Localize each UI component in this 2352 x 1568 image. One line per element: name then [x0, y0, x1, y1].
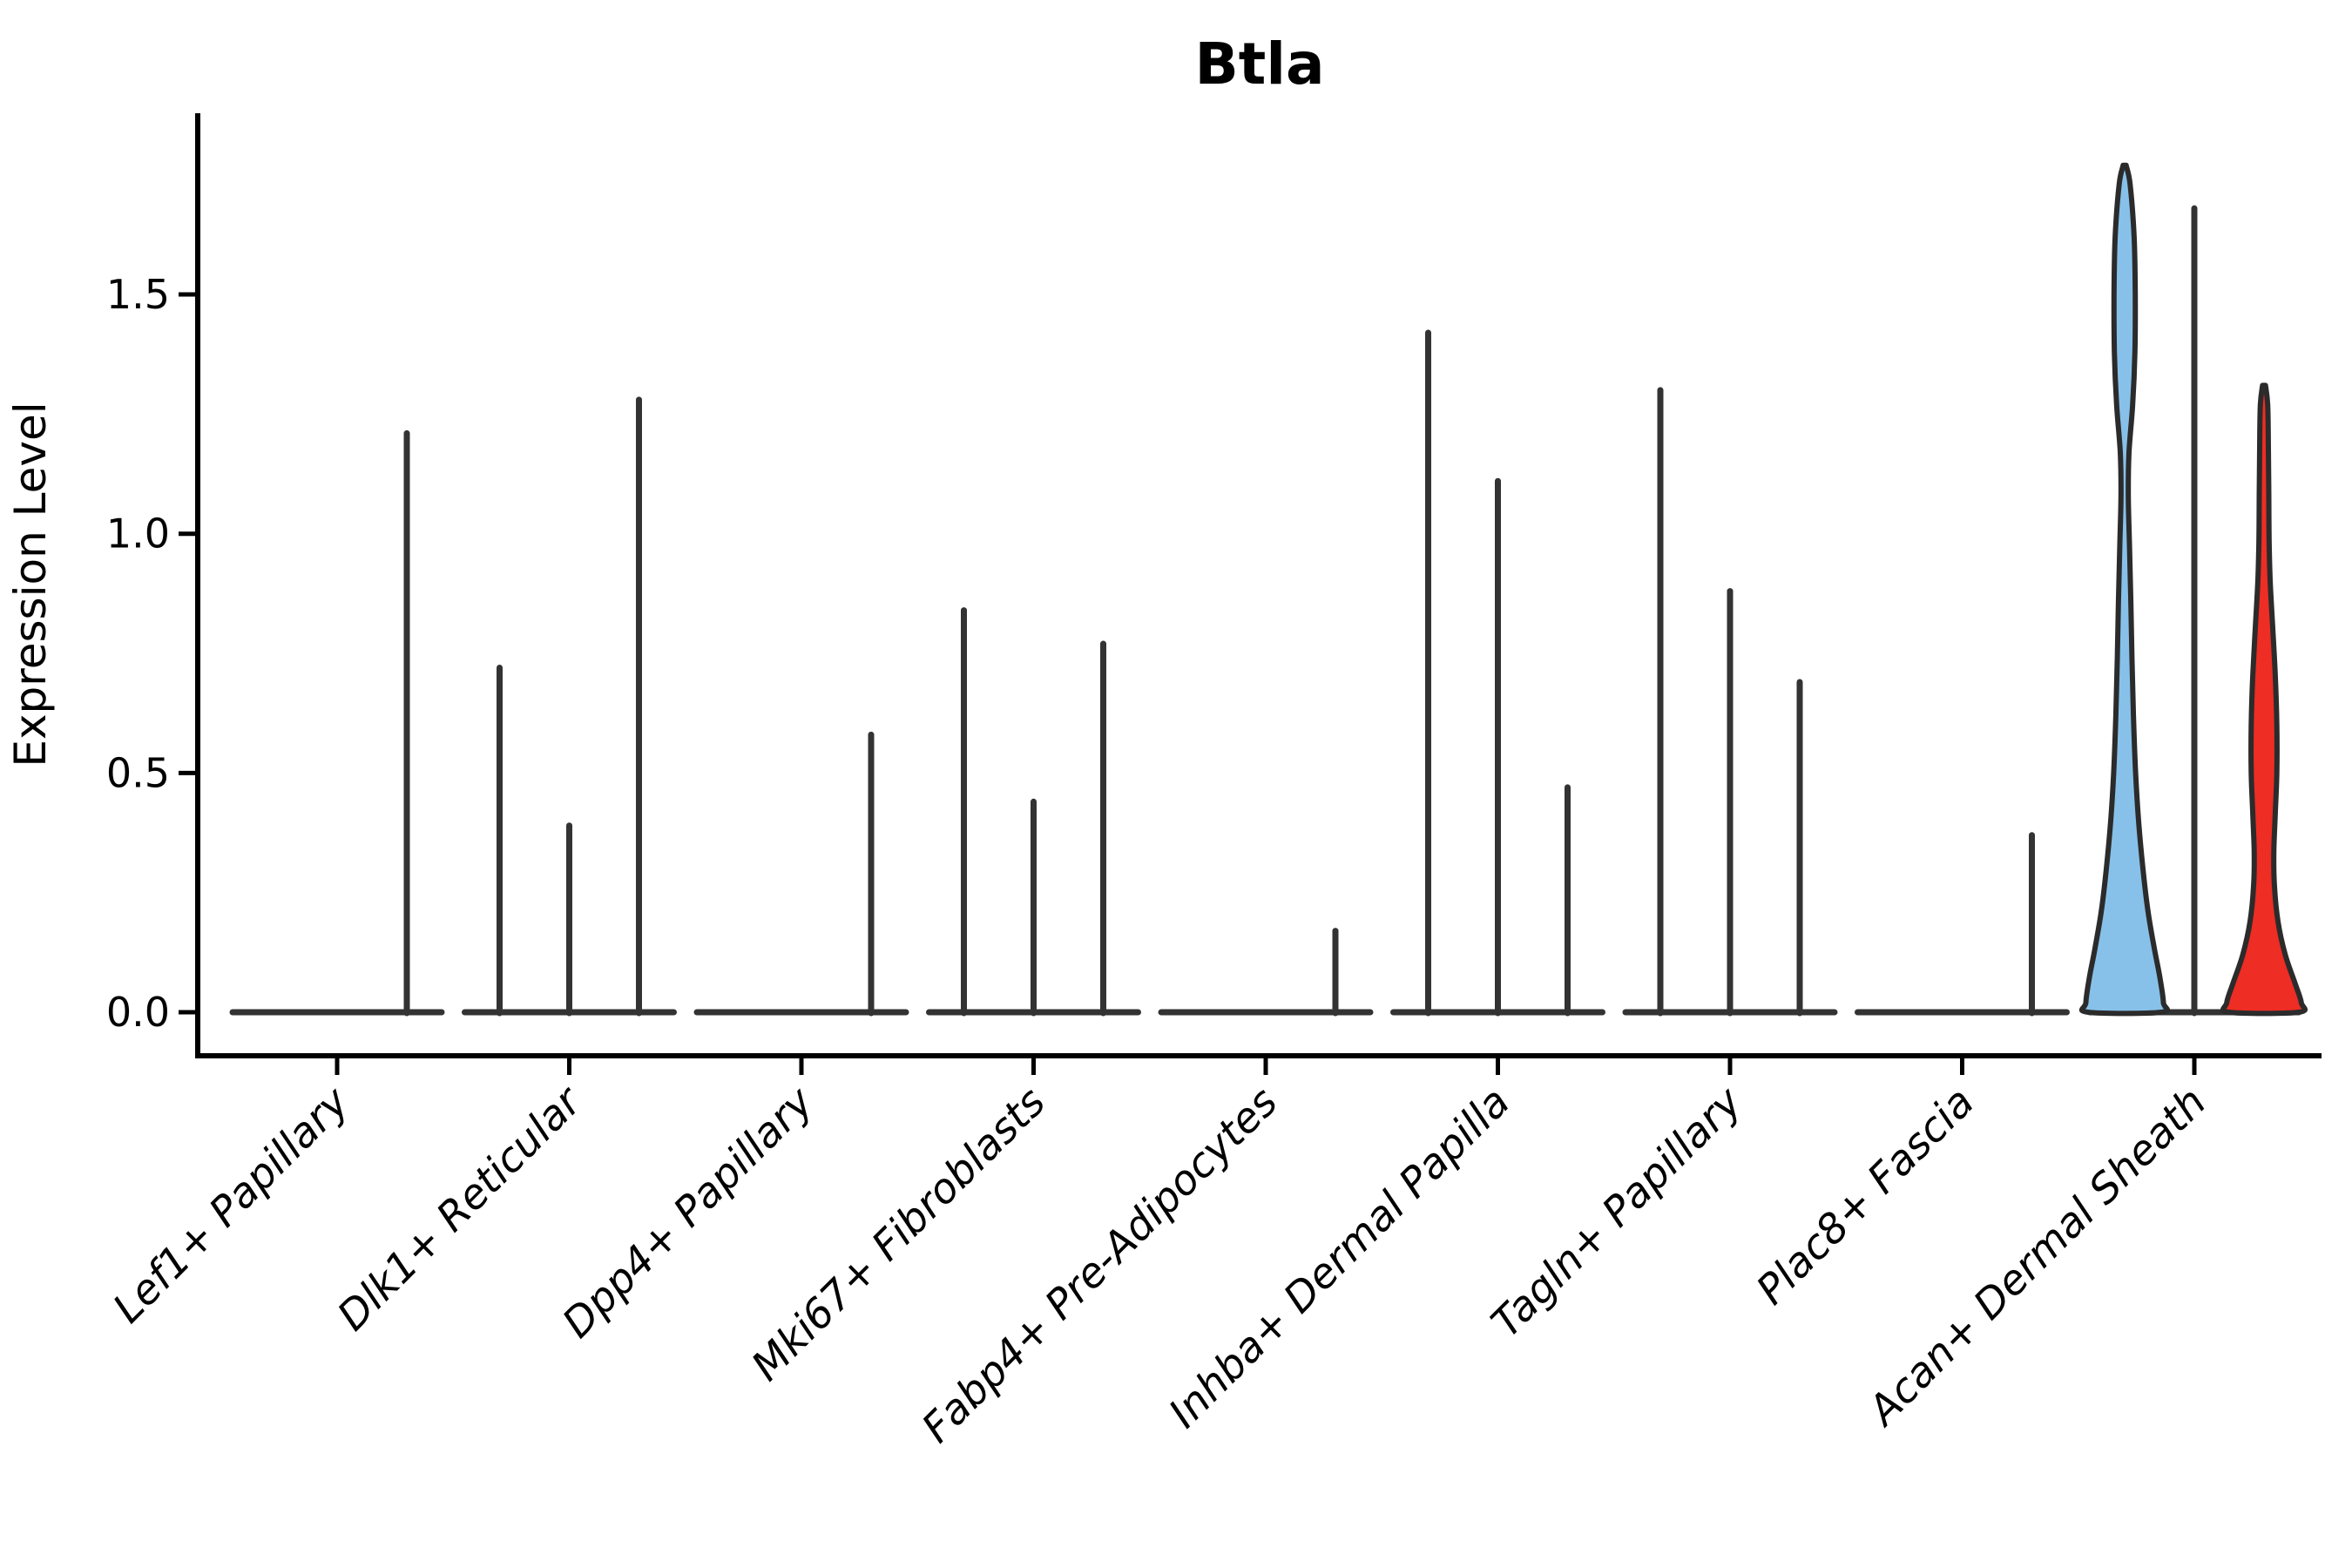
y-axis-label: Expression Level — [5, 402, 56, 767]
y-tick-label: 1.0 — [106, 510, 170, 558]
x-tick-label: Lef1+ Papillary — [104, 1078, 359, 1333]
chart-title: Btla — [1194, 30, 1324, 98]
blue-filled-violin — [2078, 162, 2171, 1017]
y-tick-label: 1.5 — [106, 271, 170, 318]
y-tick-label: 0.5 — [106, 749, 170, 796]
y-tick-label: 0.0 — [106, 989, 170, 1036]
red-filled-violin — [2220, 382, 2308, 1017]
x-tick-label: Dpp4+ Papillary — [553, 1078, 823, 1348]
x-tick-label: Tagln+ Papillary — [1483, 1078, 1753, 1348]
x-tick-label: Plac8+ Fascia — [1747, 1078, 1984, 1315]
x-tick-label: Dlk1+ Reticular — [328, 1077, 592, 1341]
